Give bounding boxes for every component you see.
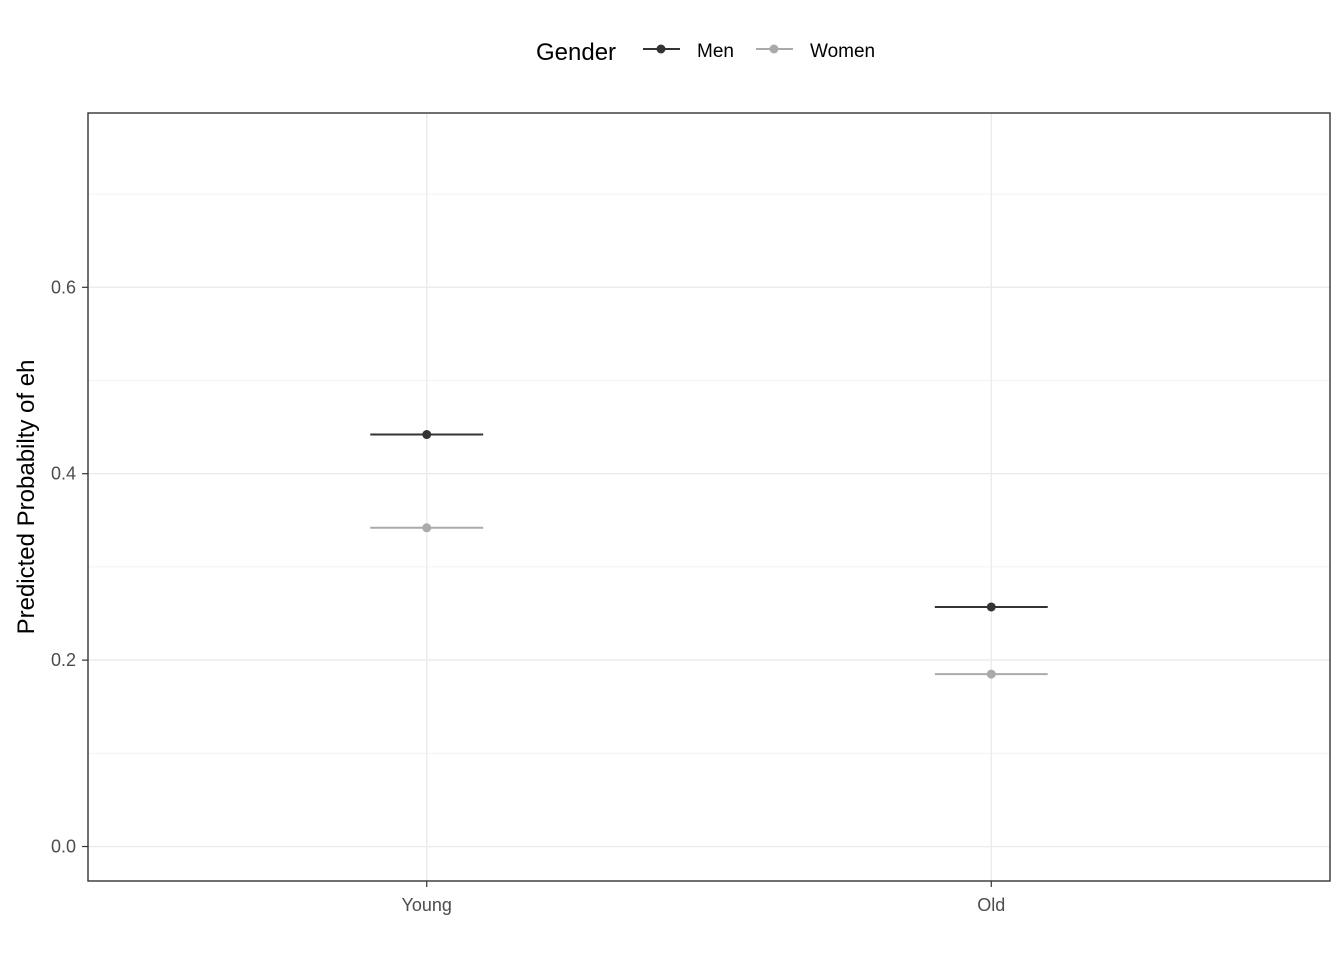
legend-item-women: Women xyxy=(756,41,875,62)
legend: Gender Men Women xyxy=(536,39,875,66)
legend-label-women: Women xyxy=(810,41,875,62)
y-tick-label: 0.2 xyxy=(51,650,76,670)
legend-item-men: Men xyxy=(643,41,734,62)
data-marks xyxy=(370,430,1048,679)
plot-background xyxy=(88,113,1330,881)
x-tick-label: Young xyxy=(402,895,452,915)
legend-key-men-point xyxy=(656,44,666,54)
mark-men-point xyxy=(986,602,996,612)
minor-gridlines xyxy=(88,193,1330,754)
legend-label-men: Men xyxy=(697,41,734,62)
axis-tick-labels: 0.0 0.2 0.4 0.6 Young Old xyxy=(51,277,1005,915)
mark-women-point xyxy=(422,523,432,533)
mark-women-point xyxy=(986,669,996,679)
axis-ticks xyxy=(82,286,992,887)
mark-men-point xyxy=(422,430,432,440)
y-tick-label: 0.6 xyxy=(51,277,76,297)
legend-key-women-point xyxy=(769,44,779,54)
legend-title: Gender xyxy=(536,39,616,66)
y-tick-label: 0.0 xyxy=(51,837,76,857)
plot-panel-border xyxy=(87,112,1331,882)
y-axis-title: Predicted Probabilty of eh xyxy=(13,360,40,635)
y-tick-label: 0.4 xyxy=(51,464,76,484)
major-gridlines xyxy=(88,113,1330,881)
x-tick-label: Old xyxy=(977,895,1005,915)
